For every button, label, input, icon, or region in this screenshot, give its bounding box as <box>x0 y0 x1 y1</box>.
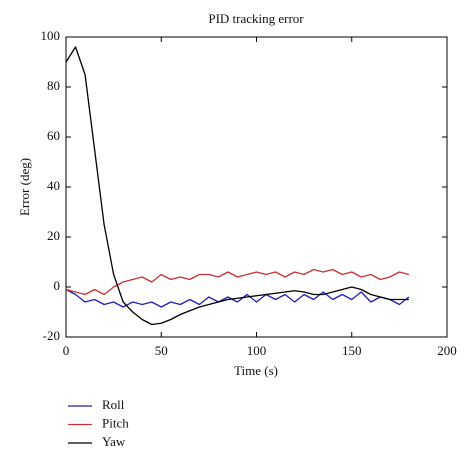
y-tick-label: 80 <box>47 78 60 93</box>
y-tick-label: 100 <box>41 28 61 43</box>
x-tick-label: 100 <box>247 343 267 358</box>
x-axis-label: Time (s) <box>234 363 278 378</box>
legend-label: Roll <box>102 397 125 412</box>
x-tick-label: 0 <box>63 343 70 358</box>
data-line <box>65 46 409 326</box>
plot-frame <box>65 36 448 338</box>
data-line <box>65 288 410 308</box>
y-tick-label: 20 <box>47 228 60 243</box>
data-line <box>65 268 410 296</box>
y-tick-label: 40 <box>47 178 60 193</box>
y-axis-label: Error (deg) <box>17 158 32 216</box>
chart-title: PID tracking error <box>208 11 304 26</box>
y-tick-label: 60 <box>47 128 60 143</box>
legend-label: Pitch <box>102 415 129 430</box>
y-tick-label: -20 <box>43 328 60 343</box>
x-tick-label: 200 <box>437 343 457 358</box>
legend-label: Yaw <box>102 434 126 449</box>
x-tick-label: 50 <box>155 343 168 358</box>
x-tick-label: 150 <box>342 343 362 358</box>
y-tick-label: 0 <box>54 278 61 293</box>
